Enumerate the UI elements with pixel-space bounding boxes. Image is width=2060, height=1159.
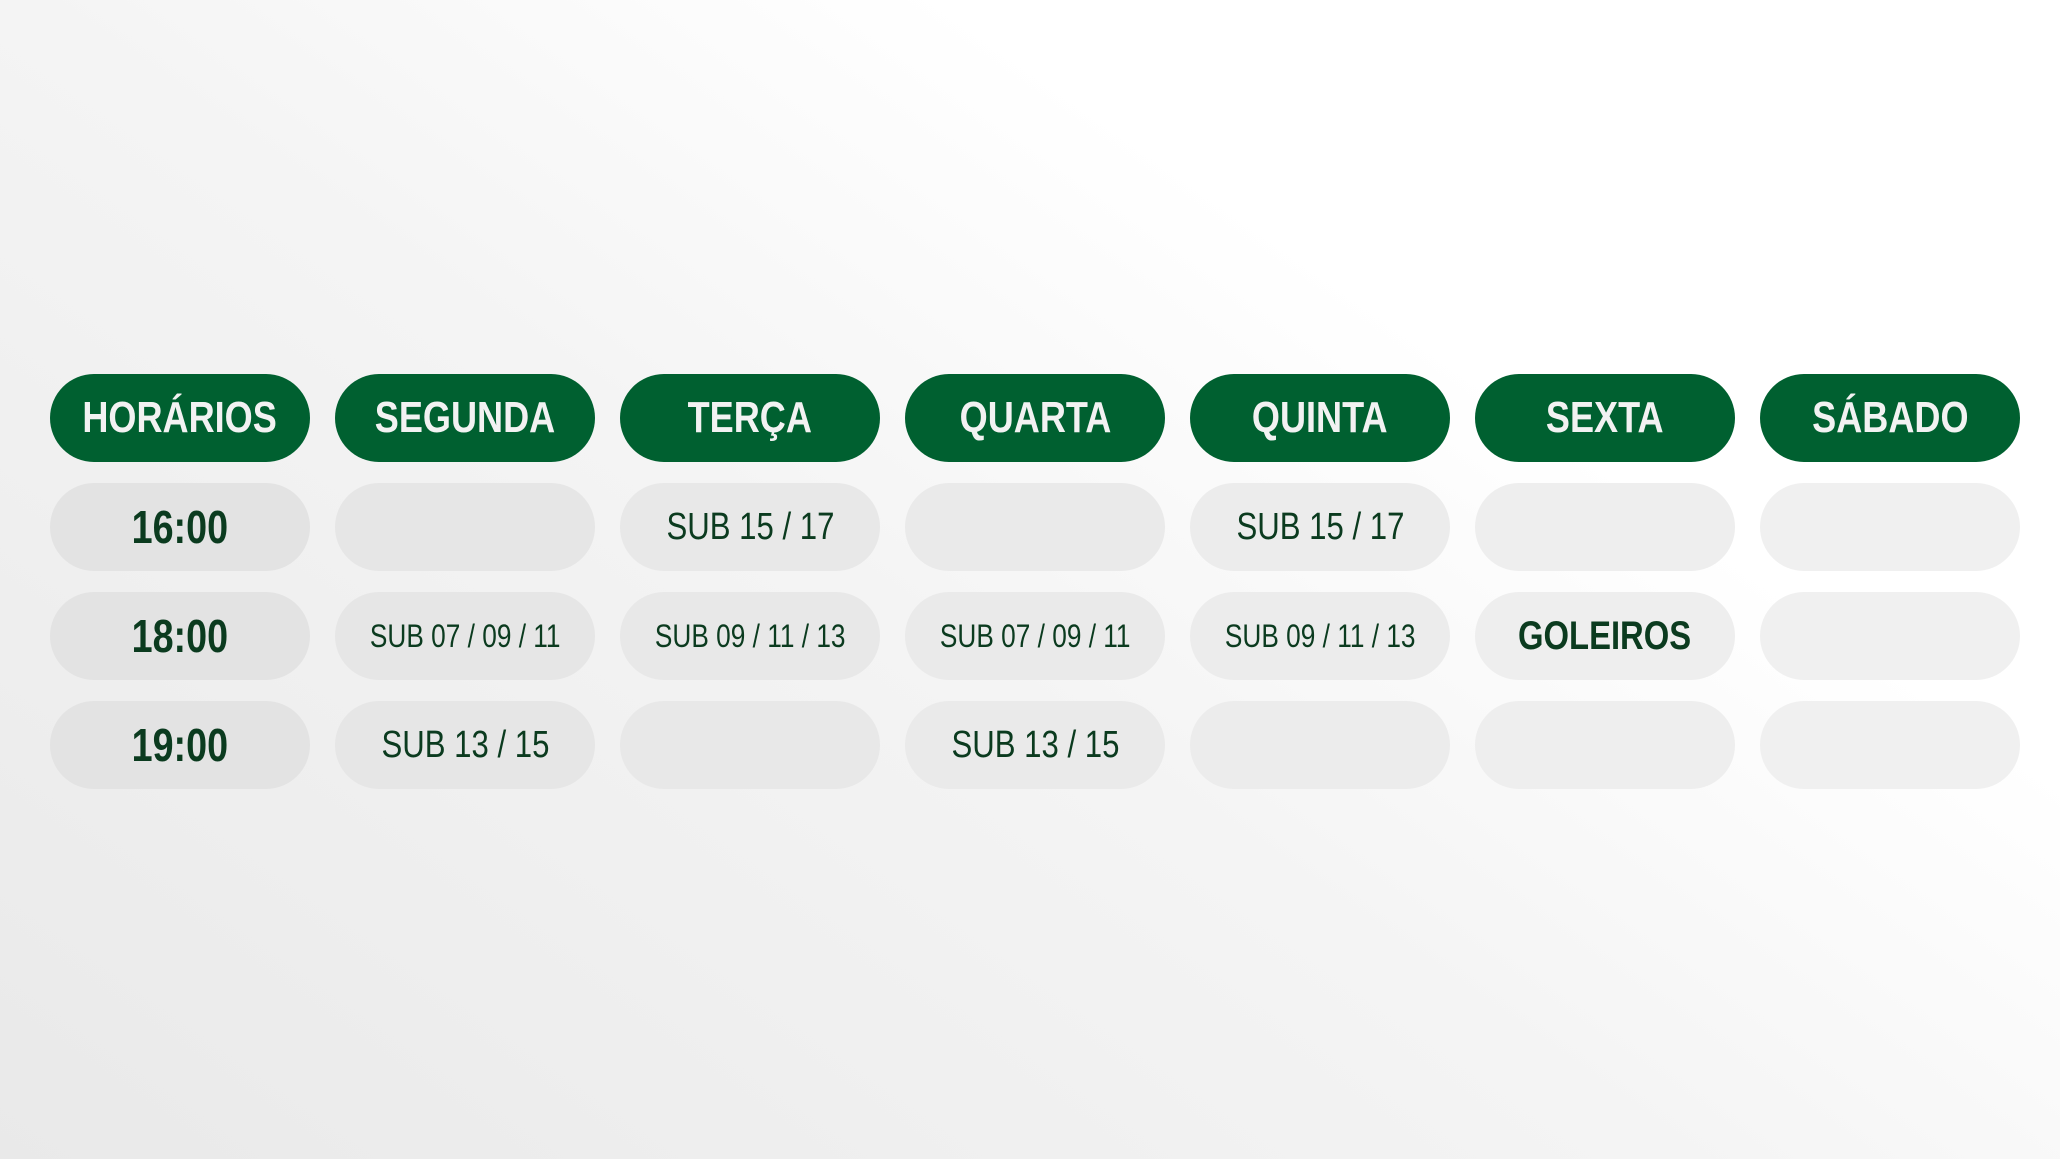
header-label: SEGUNDA bbox=[374, 393, 556, 442]
header-label: SÁBADO bbox=[1811, 393, 1969, 442]
header-label: TERÇA bbox=[687, 393, 813, 442]
schedule-cell bbox=[905, 483, 1165, 571]
time-label: 16:00 bbox=[131, 501, 229, 553]
schedule-cell: SUB 09 / 11 / 13 bbox=[620, 592, 880, 680]
schedule-cell bbox=[335, 483, 595, 571]
header-day: SEGUNDA bbox=[335, 374, 595, 462]
schedule-cell bbox=[1475, 701, 1735, 789]
header-horarios: HORÁRIOS bbox=[50, 374, 310, 462]
session-label: SUB 07 / 09 / 11 bbox=[369, 617, 561, 654]
header-day: SÁBADO bbox=[1760, 374, 2020, 462]
session-label: SUB 09 / 11 / 13 bbox=[654, 617, 846, 654]
time-cell: 19:00 bbox=[50, 701, 310, 789]
session-label: SUB 13 / 15 bbox=[380, 723, 550, 766]
schedule-cell bbox=[1190, 701, 1450, 789]
time-label: 19:00 bbox=[131, 719, 229, 771]
schedule-cell bbox=[1760, 483, 2020, 571]
session-label: GOLEIROS bbox=[1518, 613, 1692, 658]
schedule-cell: SUB 13 / 15 bbox=[905, 701, 1165, 789]
schedule-cell bbox=[620, 701, 880, 789]
schedule-table: HORÁRIOS SEGUNDA TERÇA QUARTA QUINTA SEXTA SÁB… bbox=[50, 374, 2020, 789]
header-day: QUINTA bbox=[1190, 374, 1450, 462]
schedule-cell: SUB 09 / 11 / 13 bbox=[1190, 592, 1450, 680]
header-label: QUINTA bbox=[1252, 393, 1388, 442]
time-cell: 16:00 bbox=[50, 483, 310, 571]
header-day: QUARTA bbox=[905, 374, 1165, 462]
session-label: SUB 15 / 17 bbox=[665, 505, 835, 548]
schedule-cell bbox=[1760, 592, 2020, 680]
schedule-cell: SUB 15 / 17 bbox=[620, 483, 880, 571]
schedule-cell: SUB 15 / 17 bbox=[1190, 483, 1450, 571]
header-day: SEXTA bbox=[1475, 374, 1735, 462]
session-label: SUB 09 / 11 / 13 bbox=[1224, 617, 1416, 654]
schedule-cell bbox=[1475, 483, 1735, 571]
header-day: TERÇA bbox=[620, 374, 880, 462]
schedule-cell: SUB 07 / 09 / 11 bbox=[335, 592, 595, 680]
schedule-cell: GOLEIROS bbox=[1475, 592, 1735, 680]
header-label: QUARTA bbox=[959, 393, 1111, 442]
session-label: SUB 07 / 09 / 11 bbox=[939, 617, 1131, 654]
header-label: HORÁRIOS bbox=[82, 393, 278, 442]
session-label: SUB 13 / 15 bbox=[950, 723, 1120, 766]
time-cell: 18:00 bbox=[50, 592, 310, 680]
header-label: SEXTA bbox=[1546, 393, 1664, 442]
schedule-cell: SUB 13 / 15 bbox=[335, 701, 595, 789]
schedule-cell bbox=[1760, 701, 2020, 789]
session-label: SUB 15 / 17 bbox=[1235, 505, 1405, 548]
time-label: 18:00 bbox=[131, 610, 229, 662]
schedule-cell: SUB 07 / 09 / 11 bbox=[905, 592, 1165, 680]
